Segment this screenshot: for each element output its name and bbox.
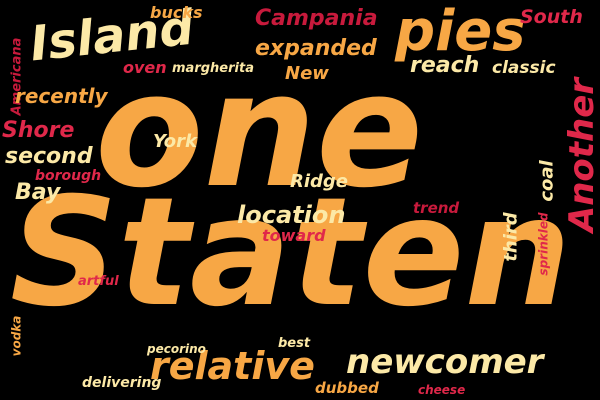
- word-shore: Shore: [2, 118, 75, 143]
- word-dubbed: dubbed: [315, 379, 379, 397]
- word-another: Another: [562, 77, 600, 233]
- word-newcomer: newcomer: [346, 342, 544, 382]
- word-staten: Staten: [10, 166, 572, 340]
- word-cheese: cheese: [418, 383, 466, 397]
- word-south: South: [520, 6, 583, 28]
- word-pies: pies: [395, 0, 526, 64]
- word-vodka: vodka: [9, 315, 24, 357]
- word-borough: borough: [35, 168, 102, 184]
- word-expanded: expanded: [255, 36, 377, 61]
- word-bay: Bay: [15, 180, 61, 205]
- word-third: third: [500, 212, 522, 262]
- word-campania: Campania: [255, 6, 378, 31]
- word-relative: relative: [150, 344, 315, 388]
- word-bucks: bucks: [150, 3, 203, 22]
- word-best: best: [278, 336, 311, 351]
- word-delivering: delivering: [82, 375, 162, 391]
- word-ridge: Ridge: [290, 171, 349, 192]
- word-toward: toward: [262, 226, 326, 245]
- word-york: York: [153, 131, 197, 152]
- word-reach: reach: [410, 53, 480, 78]
- word-classic: classic: [492, 58, 556, 78]
- word-trend: trend: [413, 199, 460, 217]
- word-recently: recently: [15, 84, 108, 108]
- word-new: New: [285, 63, 329, 84]
- word-location: location: [237, 201, 346, 229]
- word-oven: oven: [123, 58, 167, 77]
- word-sprinkled: sprinkled: [536, 212, 551, 276]
- word-coal: coal: [536, 160, 558, 202]
- word-margherita: margherita: [172, 61, 254, 76]
- word-artful: artful: [78, 274, 119, 289]
- word-one: one: [95, 39, 424, 223]
- word-pecorino: pecorino: [147, 342, 206, 356]
- word-second: second: [5, 144, 93, 169]
